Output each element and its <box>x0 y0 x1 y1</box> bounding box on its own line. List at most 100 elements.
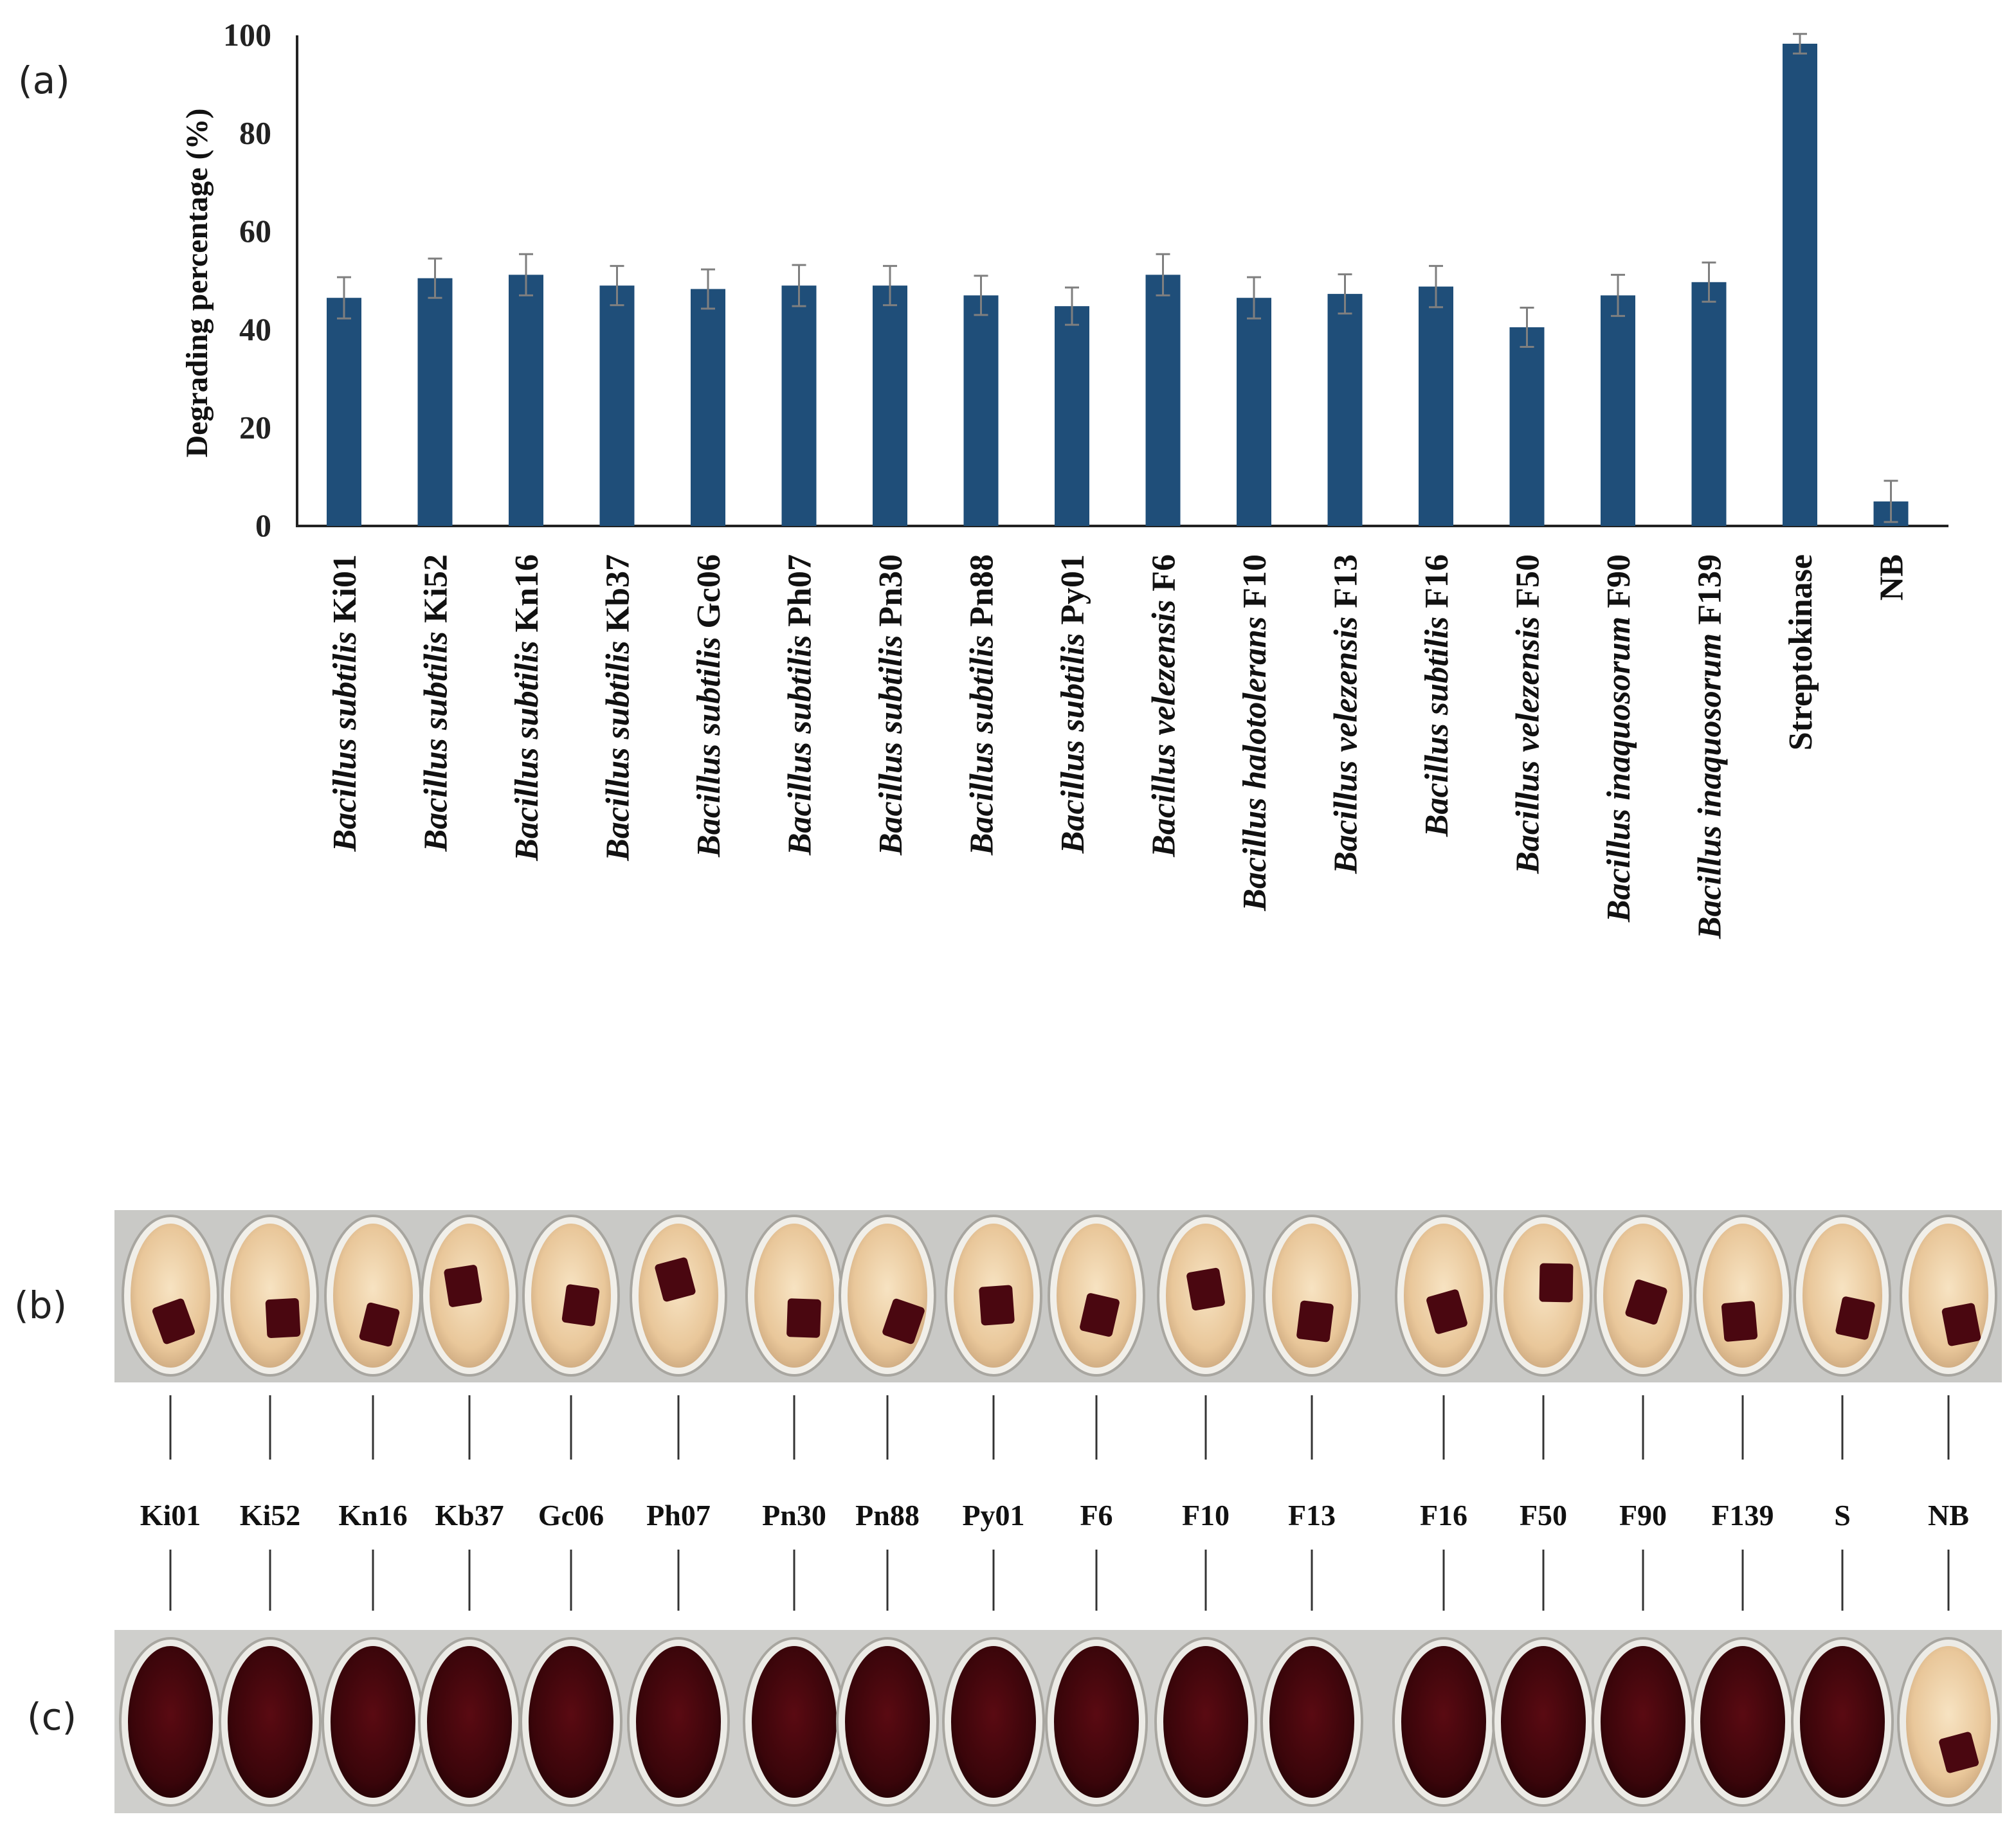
species: subtilis <box>600 640 637 739</box>
genus: Bacillus <box>1510 761 1547 874</box>
bars <box>327 43 1909 526</box>
x-tick-label: Bacillus inaquosorum F139 <box>1692 554 1729 939</box>
strain: Streptokinase <box>1783 554 1819 750</box>
well-label: Kn16 <box>338 1499 407 1532</box>
well-liquid <box>1803 1224 1882 1368</box>
well-liquid <box>230 1224 310 1368</box>
well-liquid <box>333 1224 413 1368</box>
species: velezensis <box>1328 617 1365 752</box>
strain: F13 <box>1328 554 1365 608</box>
strain: Pn88 <box>964 554 1001 627</box>
species: subtilis <box>509 640 545 739</box>
error-bars <box>337 33 1898 523</box>
well-liquid <box>228 1646 313 1798</box>
species: subtilis <box>418 631 455 730</box>
bar <box>1601 295 1635 526</box>
bar <box>1783 43 1817 526</box>
well-liquid <box>1906 1646 1991 1798</box>
y-axis-label: Degrading percentage (%) <box>180 109 214 458</box>
photo-panel-c <box>114 1630 2002 1813</box>
well-liquid <box>1163 1646 1248 1798</box>
strain: Kn16 <box>509 554 545 632</box>
genus: Bacillus <box>418 738 455 852</box>
well-label: F90 <box>1619 1499 1667 1532</box>
blood-clot <box>1939 1732 1979 1773</box>
well-label: F139 <box>1711 1499 1774 1532</box>
strain: Py01 <box>1055 554 1091 625</box>
well-label: Ki52 <box>240 1499 301 1532</box>
well-liquid <box>1800 1646 1885 1798</box>
well-label: Ki01 <box>140 1499 201 1532</box>
blood-clot <box>1080 1293 1120 1337</box>
x-tick-label: Bacillus velezensis F6 <box>1146 554 1183 858</box>
well-label: F50 <box>1520 1499 1567 1532</box>
x-tick-label: Bacillus velezensis F50 <box>1510 554 1547 874</box>
well-liquid <box>951 1646 1036 1798</box>
blood-clot <box>444 1265 482 1307</box>
well-liquid <box>131 1224 210 1368</box>
y-tick-label: 0 <box>255 507 271 543</box>
well-liquid <box>1401 1646 1486 1798</box>
well-liquid <box>128 1646 213 1798</box>
genus: Bacillus <box>509 748 545 862</box>
blood-clot <box>265 1298 301 1339</box>
blood-clot <box>1296 1300 1334 1343</box>
y-tick-label: 80 <box>239 115 271 151</box>
species: velezensis <box>1510 617 1547 752</box>
x-tick-label: Bacillus subtilis Kn16 <box>509 554 545 862</box>
blood-clot <box>152 1298 195 1344</box>
strain: Ph07 <box>782 554 819 627</box>
genus: Bacillus <box>327 738 363 852</box>
well-label: S <box>1834 1499 1851 1532</box>
blood-clot <box>655 1257 696 1302</box>
well-liquid <box>1054 1646 1139 1798</box>
panel-label-b: (b) <box>14 1283 67 1327</box>
strain: F139 <box>1692 554 1729 625</box>
well-liquid <box>1272 1224 1352 1368</box>
blood-clot <box>1539 1263 1574 1303</box>
genus: Bacillus <box>1146 744 1183 858</box>
genus: Bacillus <box>964 742 1001 856</box>
well-label: Kb37 <box>435 1499 504 1532</box>
species: inaquosorum <box>1692 633 1729 817</box>
y-tick-label: 60 <box>239 213 271 249</box>
x-tick-label: Bacillus subtilis Py01 <box>1055 554 1091 854</box>
genus: Bacillus <box>691 744 727 858</box>
x-tick-label: Bacillus halotolerans F10 <box>1237 554 1273 912</box>
blood-clot <box>1625 1279 1667 1325</box>
blood-clot <box>1426 1289 1467 1334</box>
well-liquid <box>636 1646 721 1798</box>
well-label: Py01 <box>962 1499 1024 1532</box>
well-label: F6 <box>1080 1499 1112 1532</box>
well-label: NB <box>1928 1499 1969 1532</box>
well-label: F13 <box>1288 1499 1336 1532</box>
well-liquid <box>752 1646 837 1798</box>
blood-clot <box>1721 1301 1758 1342</box>
bar <box>963 295 999 526</box>
species: halotolerans <box>1237 617 1273 790</box>
well-liquid <box>427 1646 512 1798</box>
species: subtilis <box>873 635 909 734</box>
bar <box>1419 286 1453 526</box>
bar <box>1509 327 1545 526</box>
strain: F50 <box>1510 554 1547 608</box>
strain: Pn30 <box>873 554 909 627</box>
bar <box>691 289 725 526</box>
genus: Bacillus <box>1692 826 1729 939</box>
species: subtilis <box>964 635 1001 734</box>
strain: F16 <box>1419 554 1455 608</box>
bar <box>1145 275 1181 526</box>
x-tick-label: Bacillus velezensis F13 <box>1328 554 1365 874</box>
genus: Bacillus <box>600 748 637 862</box>
x-tick-label: Bacillus inaquosorum F90 <box>1601 554 1637 923</box>
well-label: Pn30 <box>762 1499 826 1532</box>
x-tick-label: Bacillus subtilis Gc06 <box>691 554 727 858</box>
panel-label-a: (a) <box>18 59 70 102</box>
species: subtilis <box>1055 633 1091 732</box>
blood-clot <box>786 1298 821 1338</box>
bar <box>1691 282 1727 526</box>
y-ticks: 0 20 40 60 80 100 <box>223 17 271 543</box>
well-liquid <box>754 1224 834 1368</box>
genus: Bacillus <box>1419 723 1455 837</box>
